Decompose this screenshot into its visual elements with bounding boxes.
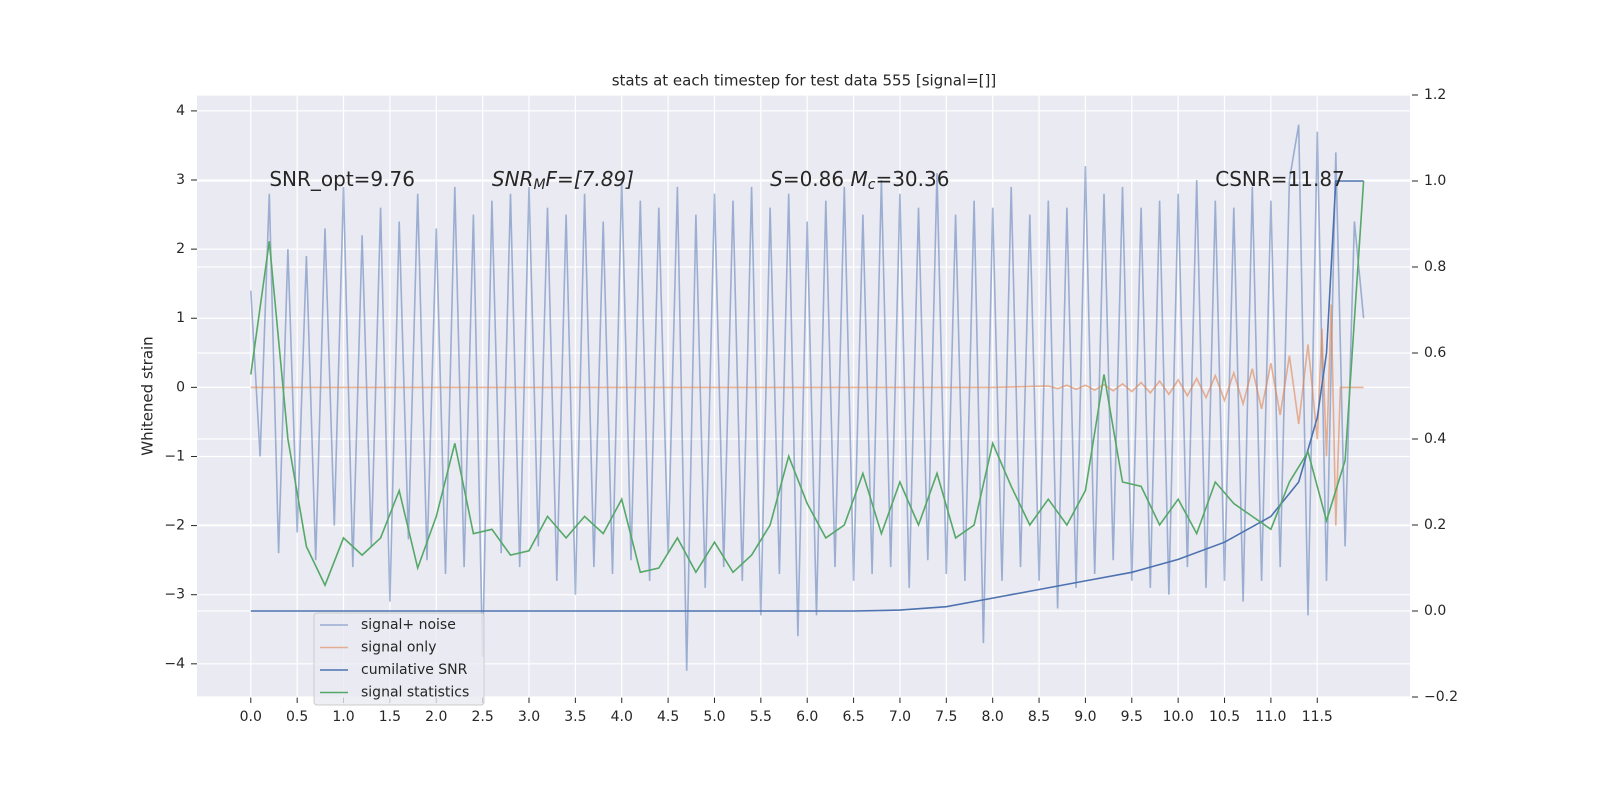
chart-title: stats at each timestep for test data 555…: [612, 72, 997, 90]
y-tick-label: 3: [176, 172, 185, 188]
x-tick-label: 11.0: [1255, 709, 1286, 725]
x-tick-label: 0.5: [286, 709, 308, 725]
annotation-part: SNR_opt=9.76: [269, 167, 415, 191]
annotation-part: S: [770, 167, 783, 191]
y-tick-label: −3: [164, 587, 185, 603]
legend-label: signal only: [361, 640, 436, 656]
x-tick-label: 4.5: [657, 709, 679, 725]
y-tick-label: −2: [164, 518, 185, 534]
annotation: CSNR=11.87: [1215, 167, 1345, 191]
y-axis-label: Whitened strain: [139, 336, 157, 455]
annotation-part: =0.86: [783, 167, 851, 191]
annotation-part: SNR: [492, 167, 534, 191]
x-tick-label: 3.0: [518, 709, 540, 725]
y2-tick-label: 0.8: [1424, 259, 1446, 275]
x-tick-label: 8.0: [982, 709, 1004, 725]
y2-tick-label: 0.4: [1424, 431, 1446, 447]
y-tick-label: 1: [176, 310, 185, 326]
y-tick-label: 0: [176, 379, 185, 395]
series-line: [250, 180, 1365, 588]
annotation-part: F=[7.89]: [546, 167, 634, 191]
x-tick-label: 10.5: [1209, 709, 1240, 725]
y-tick-label: −1: [164, 448, 185, 464]
x-tick-label: 9.5: [1121, 709, 1143, 725]
series-line: [250, 124, 1365, 671]
y2-tick-label: 0.0: [1424, 603, 1446, 619]
y2-tick-label: 0.2: [1424, 517, 1446, 533]
series-line: [250, 180, 1364, 612]
legend-label: signal statistics: [361, 685, 469, 701]
x-tick-label: 11.5: [1302, 709, 1333, 725]
x-tick-label: 3.5: [564, 709, 586, 725]
x-tick-label: 2.5: [471, 709, 493, 725]
x-tick-label: 8.5: [1028, 709, 1050, 725]
x-tick-label: 1.5: [379, 709, 401, 725]
x-tick-label: 2.0: [425, 709, 447, 725]
y-tick-label: 4: [176, 103, 185, 119]
annotation-part: CSNR=11.87: [1215, 167, 1345, 191]
x-tick-label: 7.5: [935, 709, 957, 725]
annotation-part: M: [533, 177, 545, 193]
annotation: SNRMF=[7.89]: [492, 167, 634, 194]
x-tick-label: 9.0: [1074, 709, 1096, 725]
legend-label: signal+ noise: [361, 617, 456, 633]
x-tick-label: 6.5: [842, 709, 864, 725]
y2-tick-label: 1.2: [1424, 87, 1446, 103]
y-tick-label: −4: [164, 656, 185, 672]
x-tick-label: 5.5: [750, 709, 772, 725]
y2-tick-label: 1.0: [1424, 173, 1446, 189]
x-tick-label: 1.0: [332, 709, 354, 725]
y2-tick-label: −0.2: [1424, 689, 1458, 705]
x-tick-label: 6.0: [796, 709, 818, 725]
x-tick-label: 5.0: [703, 709, 725, 725]
legend-label: cumilative SNR: [361, 662, 468, 678]
x-tick-label: 7.0: [889, 709, 911, 725]
annotation-part: c: [868, 177, 876, 193]
annotation-part: =30.36: [875, 167, 949, 191]
y2-tick-label: 0.6: [1424, 345, 1446, 361]
y-tick-label: 2: [176, 241, 185, 257]
annotation-part: M: [850, 167, 867, 191]
x-tick-label: 0.0: [240, 709, 262, 725]
x-tick-label: 10.0: [1163, 709, 1194, 725]
annotation: S=0.86 Mc=30.36: [770, 167, 949, 194]
legend-frame: [313, 612, 485, 706]
x-tick-label: 4.0: [611, 709, 633, 725]
annotation: SNR_opt=9.76: [269, 167, 415, 191]
